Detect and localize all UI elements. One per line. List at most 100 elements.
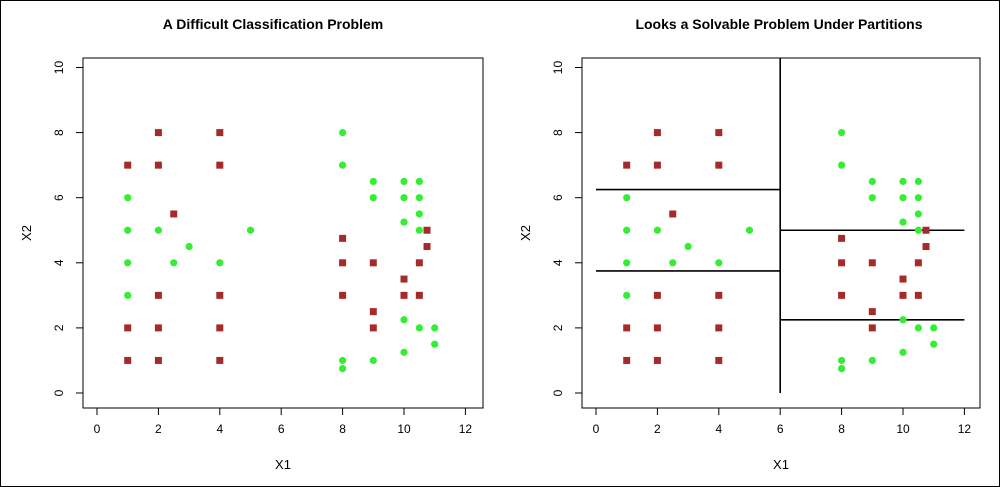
- data-point-square: [922, 226, 930, 234]
- data-point-circle: [124, 259, 132, 267]
- x-tick-label: 8: [339, 422, 346, 436]
- data-point-square: [154, 356, 162, 364]
- y-tick-label: 2: [52, 324, 66, 331]
- y-tick-label: 8: [52, 129, 66, 136]
- x-axis-label: X1: [773, 457, 789, 472]
- chart-title: A Difficult Classification Problem: [163, 16, 383, 32]
- data-point-circle: [899, 177, 907, 186]
- data-point-circle: [623, 194, 631, 202]
- data-point-square: [369, 259, 377, 267]
- data-point-square: [715, 129, 723, 137]
- y-tick-label: 10: [551, 61, 565, 75]
- data-point-circle: [930, 324, 938, 332]
- plot-panel-2: Looks a Solvable Problem Under Partition…: [518, 16, 981, 472]
- x-tick-label: 6: [777, 422, 784, 436]
- data-point-circle: [715, 259, 723, 267]
- data-point-square: [369, 324, 377, 332]
- data-point-square: [415, 291, 423, 299]
- data-point-circle: [899, 316, 907, 324]
- y-tick-label: 2: [551, 324, 565, 331]
- data-point-circle: [868, 356, 876, 365]
- data-point-square: [423, 243, 431, 251]
- y-tick-label: 4: [551, 259, 565, 266]
- data-point-square: [868, 308, 876, 316]
- data-point-circle: [216, 259, 224, 267]
- x-tick-label: 2: [654, 422, 661, 436]
- data-point-circle: [899, 218, 907, 226]
- data-point-square: [623, 161, 631, 169]
- data-point-square: [216, 291, 224, 299]
- data-point-circle: [838, 356, 846, 365]
- y-tick-label: 0: [52, 389, 66, 396]
- data-point-square: [922, 243, 930, 251]
- data-point-square: [715, 356, 723, 364]
- data-point-square: [914, 291, 922, 299]
- data-point-circle: [185, 242, 193, 251]
- data-point-circle: [339, 356, 347, 365]
- data-point-circle: [899, 348, 907, 356]
- data-point-square: [715, 161, 723, 169]
- x-tick-label: 10: [397, 422, 411, 436]
- data-point-square: [653, 161, 661, 169]
- data-point-square: [339, 259, 347, 267]
- data-point-circle: [914, 194, 922, 202]
- x-tick-label: 0: [593, 422, 600, 436]
- data-point-circle: [400, 348, 408, 356]
- x-tick-label: 12: [958, 422, 972, 436]
- data-point-square: [415, 259, 423, 267]
- data-point-square: [154, 129, 162, 137]
- data-point-square: [369, 308, 377, 316]
- data-point-circle: [431, 340, 439, 348]
- data-point-circle: [623, 226, 631, 234]
- data-point-circle: [415, 324, 423, 332]
- data-point-square: [124, 356, 132, 364]
- data-point-square: [669, 210, 677, 218]
- data-point-circle: [369, 356, 377, 365]
- data-point-circle: [400, 194, 408, 202]
- data-point-circle: [400, 177, 408, 186]
- plot-frame: [82, 57, 484, 409]
- data-point-circle: [124, 226, 132, 234]
- data-point-circle: [914, 210, 922, 218]
- data-point-circle: [369, 177, 377, 186]
- data-point-square: [170, 210, 178, 218]
- data-point-circle: [914, 324, 922, 332]
- data-point-square: [400, 291, 408, 299]
- x-tick-label: 2: [155, 422, 162, 436]
- data-point-circle: [369, 194, 377, 202]
- data-point-circle: [745, 226, 754, 234]
- data-point-circle: [400, 218, 408, 226]
- y-axis-label: X2: [19, 225, 34, 241]
- y-tick-label: 6: [551, 194, 565, 201]
- x-tick-label: 10: [896, 422, 910, 436]
- data-point-square: [653, 129, 661, 137]
- data-point-square: [623, 324, 631, 332]
- x-tick-label: 6: [278, 422, 285, 436]
- data-point-square: [339, 291, 347, 299]
- data-point-circle: [623, 291, 631, 299]
- data-point-square: [124, 161, 132, 169]
- data-point-square: [653, 291, 661, 299]
- data-point-circle: [930, 340, 938, 348]
- data-point-circle: [124, 291, 132, 299]
- data-point-circle: [868, 177, 876, 186]
- y-tick-label: 6: [52, 194, 66, 201]
- data-point-circle: [868, 194, 876, 202]
- data-point-square: [154, 324, 162, 332]
- data-point-square: [339, 234, 347, 242]
- data-point-circle: [431, 324, 439, 332]
- x-tick-label: 4: [715, 422, 722, 436]
- data-point-circle: [899, 194, 907, 202]
- plot-panel-1: A Difficult Classification Problem 0 2 4 6 8 1…: [19, 16, 484, 472]
- y-tick-label: 0: [551, 389, 565, 396]
- data-point-square: [400, 275, 408, 283]
- x-tick-label: 8: [838, 422, 845, 436]
- data-point-square: [216, 161, 224, 169]
- data-point-circle: [914, 177, 922, 186]
- data-point-circle: [415, 226, 423, 234]
- data-point-circle: [838, 129, 846, 137]
- data-point-square: [838, 291, 846, 299]
- data-point-circle: [400, 316, 408, 324]
